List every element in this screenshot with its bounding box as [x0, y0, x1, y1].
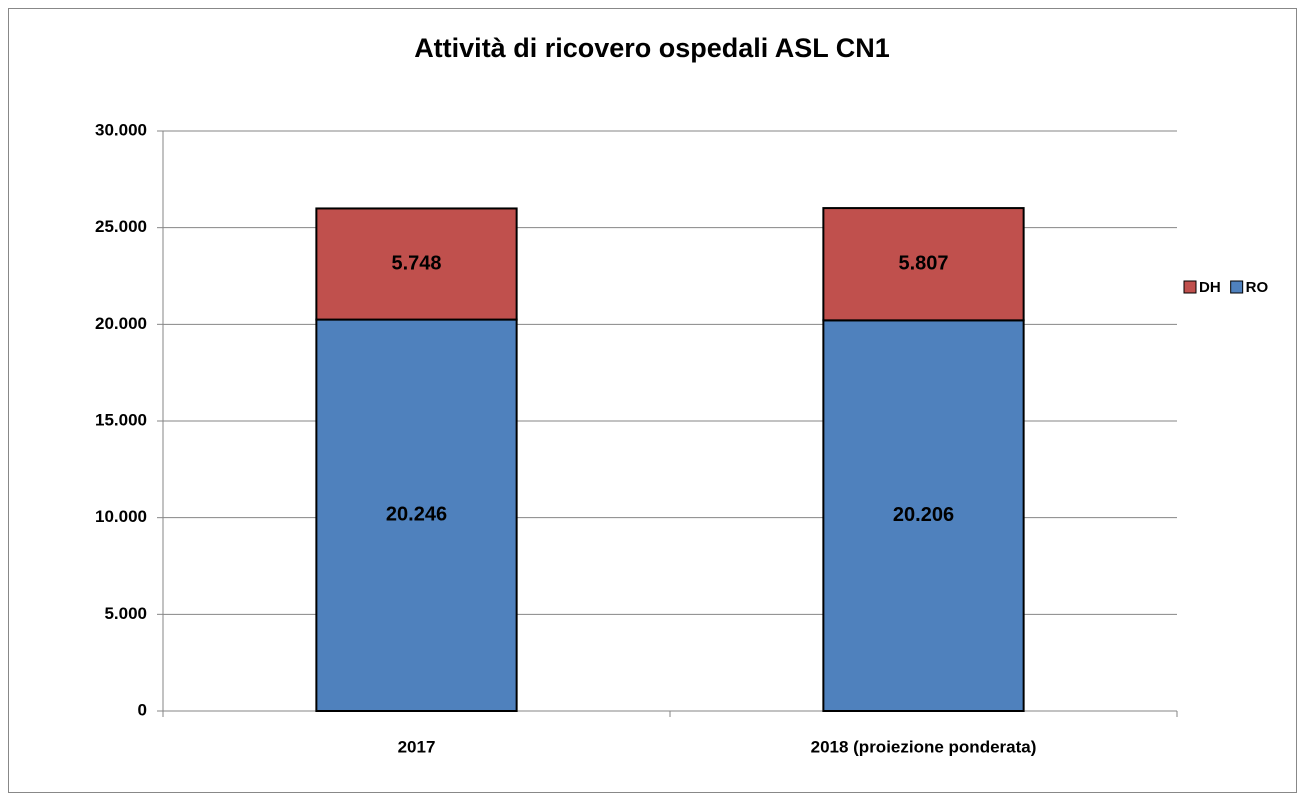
y-tick-label: 10.000	[95, 507, 147, 526]
y-tick-label: 15.000	[95, 410, 147, 429]
y-tick-label: 5.000	[104, 604, 147, 623]
data-label: 5.807	[898, 252, 948, 274]
y-tick-label: 0	[138, 700, 147, 719]
bar-segment	[822, 207, 1025, 322]
bar-segment	[315, 207, 518, 321]
y-tick-label: 25.000	[95, 217, 147, 236]
legend-label: RO	[1246, 279, 1269, 296]
legend-swatch	[1183, 280, 1197, 294]
legend-label: DH	[1199, 279, 1221, 296]
data-label: 20.206	[893, 504, 954, 526]
chart-title: Attività di ricovero ospedali ASL CN1	[414, 33, 890, 63]
data-label: 5.748	[391, 252, 441, 274]
data-label: 20.246	[386, 504, 447, 526]
y-tick-label: 20.000	[95, 314, 147, 333]
y-tick-label: 30.000	[95, 120, 147, 139]
chart-border	[8, 8, 1297, 793]
x-tick-label: 2017	[398, 737, 436, 756]
legend-swatch	[1230, 280, 1244, 294]
x-tick-label: 2018 (proiezione ponderata)	[811, 737, 1037, 756]
